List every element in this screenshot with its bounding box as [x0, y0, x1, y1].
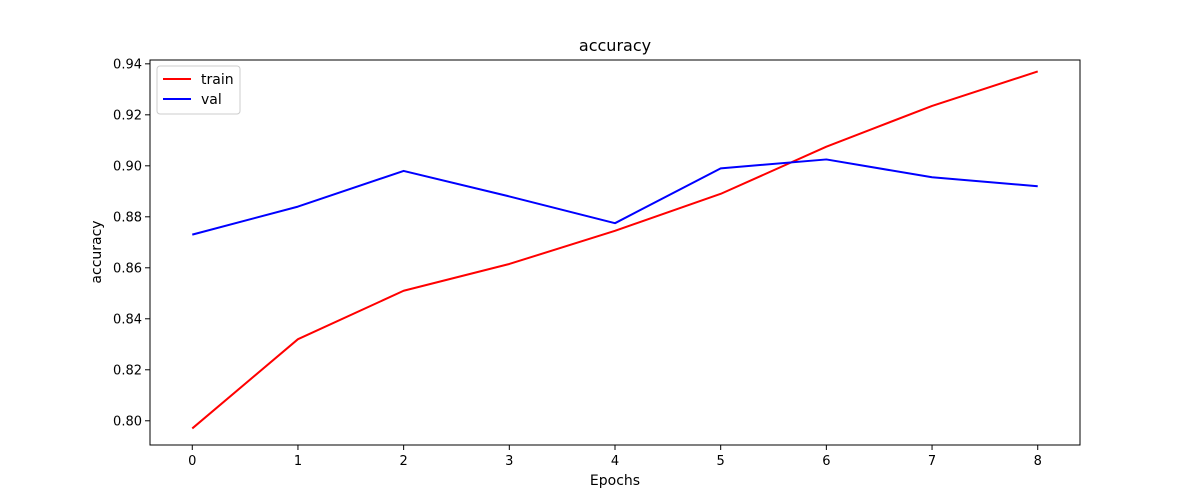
y-tick-label: 0.86	[113, 261, 142, 276]
legend: train val	[156, 65, 241, 115]
x-tick-label: 2	[399, 454, 407, 469]
y-tick-label: 0.80	[113, 414, 142, 429]
series-line-val	[192, 158, 1038, 236]
y-tick-label: 0.88	[113, 210, 142, 225]
legend-label-val: val	[201, 92, 222, 108]
chart-title: accuracy	[579, 36, 651, 55]
x-tick-label: 8	[1034, 454, 1042, 469]
x-tick-label: 0	[188, 454, 196, 469]
x-tick-label: 6	[822, 454, 830, 469]
x-tick-label: 7	[928, 454, 936, 469]
x-tick-label: 5	[717, 454, 725, 469]
legend-label-train: train	[201, 72, 234, 88]
x-tick-label: 3	[505, 454, 513, 469]
y-tick-label: 0.90	[113, 159, 142, 174]
series-layer	[191, 70, 1039, 430]
series-line-train	[191, 70, 1039, 430]
x-tick-label: 1	[294, 454, 302, 469]
x-axis-label: Epochs	[590, 473, 640, 489]
x-axis: 0 1 2 3 4 5 6 7 8	[188, 445, 1042, 469]
y-tick-label: 0.82	[113, 363, 142, 378]
plot-area	[150, 60, 1080, 445]
y-tick-label: 0.84	[113, 312, 142, 327]
y-axis: 0.80 0.82 0.84 0.86 0.88 0.90 0.92 0.94	[113, 57, 150, 429]
x-tick-label: 4	[611, 454, 619, 469]
y-tick-label: 0.92	[113, 108, 142, 123]
y-axis-label: accuracy	[89, 220, 105, 283]
y-tick-label: 0.94	[113, 57, 142, 72]
